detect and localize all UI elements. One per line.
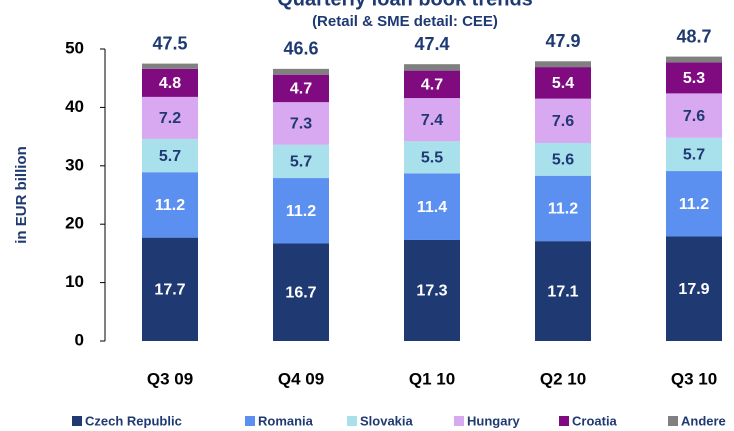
legend-label: Andere [681,413,726,428]
data-label: 7.6 [683,108,705,125]
bar-segment [404,141,460,174]
total-label: 47.4 [414,34,449,54]
data-label: 16.7 [285,284,316,301]
data-label: 17.7 [154,282,185,299]
data-label: 5.4 [552,75,574,92]
bar-segment [142,96,198,139]
data-label: 17.9 [678,281,709,298]
x-tick-label: Q2 10 [540,369,586,388]
legend-label: Slovakia [360,413,414,428]
bar-segment [142,68,198,97]
bar-segment [273,243,329,341]
total-label: 46.6 [283,39,318,59]
bar-segment [666,236,722,341]
x-tick-label: Q3 10 [671,369,717,388]
bar-segment [142,63,198,69]
y-tick-label: 50 [65,38,84,57]
data-label: 5.6 [552,152,574,169]
data-label: 11.2 [679,196,709,213]
data-label: 7.6 [552,113,574,130]
bar-segment [404,98,460,142]
y-tick-label: 0 [75,330,84,349]
bar-segment [142,237,198,341]
legend-label: Romania [258,413,314,428]
data-label: 11.2 [548,201,578,218]
legend-swatch [72,416,82,426]
data-label: 7.2 [159,110,181,127]
data-label: 4.7 [290,81,312,98]
data-label: 7.3 [290,116,312,133]
data-label: 17.3 [416,283,447,300]
bar-segment [404,70,460,99]
data-label: 4.7 [421,77,443,94]
bar-segment [666,137,722,172]
data-label: 7.4 [421,112,443,129]
chart-subtitle: (Retail & SME detail: CEE) [312,13,498,30]
x-tick-label: Q1 10 [409,369,455,388]
bar-segment [404,239,460,341]
data-label: 5.5 [421,150,443,167]
data-label: 5.7 [683,147,705,164]
legend-label: Croatia [572,413,618,428]
y-axis-label: in EUR billion [13,146,30,244]
y-tick-label: 20 [65,214,84,233]
bar-segment [666,171,722,237]
legend-label: Hungary [467,413,521,428]
legend-swatch [347,416,357,426]
data-label: 11.4 [417,199,447,216]
y-tick-label: 40 [65,97,84,116]
bar-segment [535,175,591,242]
data-label: 4.8 [159,75,181,92]
y-tick-label: 30 [65,155,84,174]
legend-swatch [454,416,464,426]
bar-segment [535,98,591,144]
bar-segment [666,93,722,138]
data-label: 17.1 [547,283,578,300]
data-label: 5.7 [290,154,312,171]
x-tick-label: Q4 09 [278,369,324,388]
bar-segment [535,143,591,176]
data-label: 11.2 [286,203,316,220]
bar-segment [535,61,591,68]
legend-swatch [668,416,678,426]
legend-swatch [559,416,569,426]
bar-segment [666,62,722,94]
bar-segment [666,56,722,63]
y-tick-label: 10 [65,272,84,291]
bar-segment [535,67,591,99]
legend-swatch [245,416,255,426]
chart-title: Quarterly loan book trends [277,0,533,10]
bar-segment [273,144,329,179]
legend-label: Czech Republic [85,413,182,428]
bar-segment [404,64,460,71]
bar-segment [273,102,329,145]
total-label: 47.5 [152,33,187,53]
total-label: 48.7 [676,26,711,46]
bar-segment [142,172,198,238]
data-label: 5.3 [683,70,705,87]
bar-segment [273,74,329,103]
data-label: 5.7 [159,148,181,165]
total-label: 47.9 [545,31,580,51]
data-label: 11.2 [155,197,185,214]
bar-segment [535,241,591,341]
x-tick-label: Q3 09 [147,369,193,388]
bar-segment [273,178,329,244]
bar-segment [404,173,460,240]
bar-segment [273,68,329,75]
bar-segment [142,138,198,173]
